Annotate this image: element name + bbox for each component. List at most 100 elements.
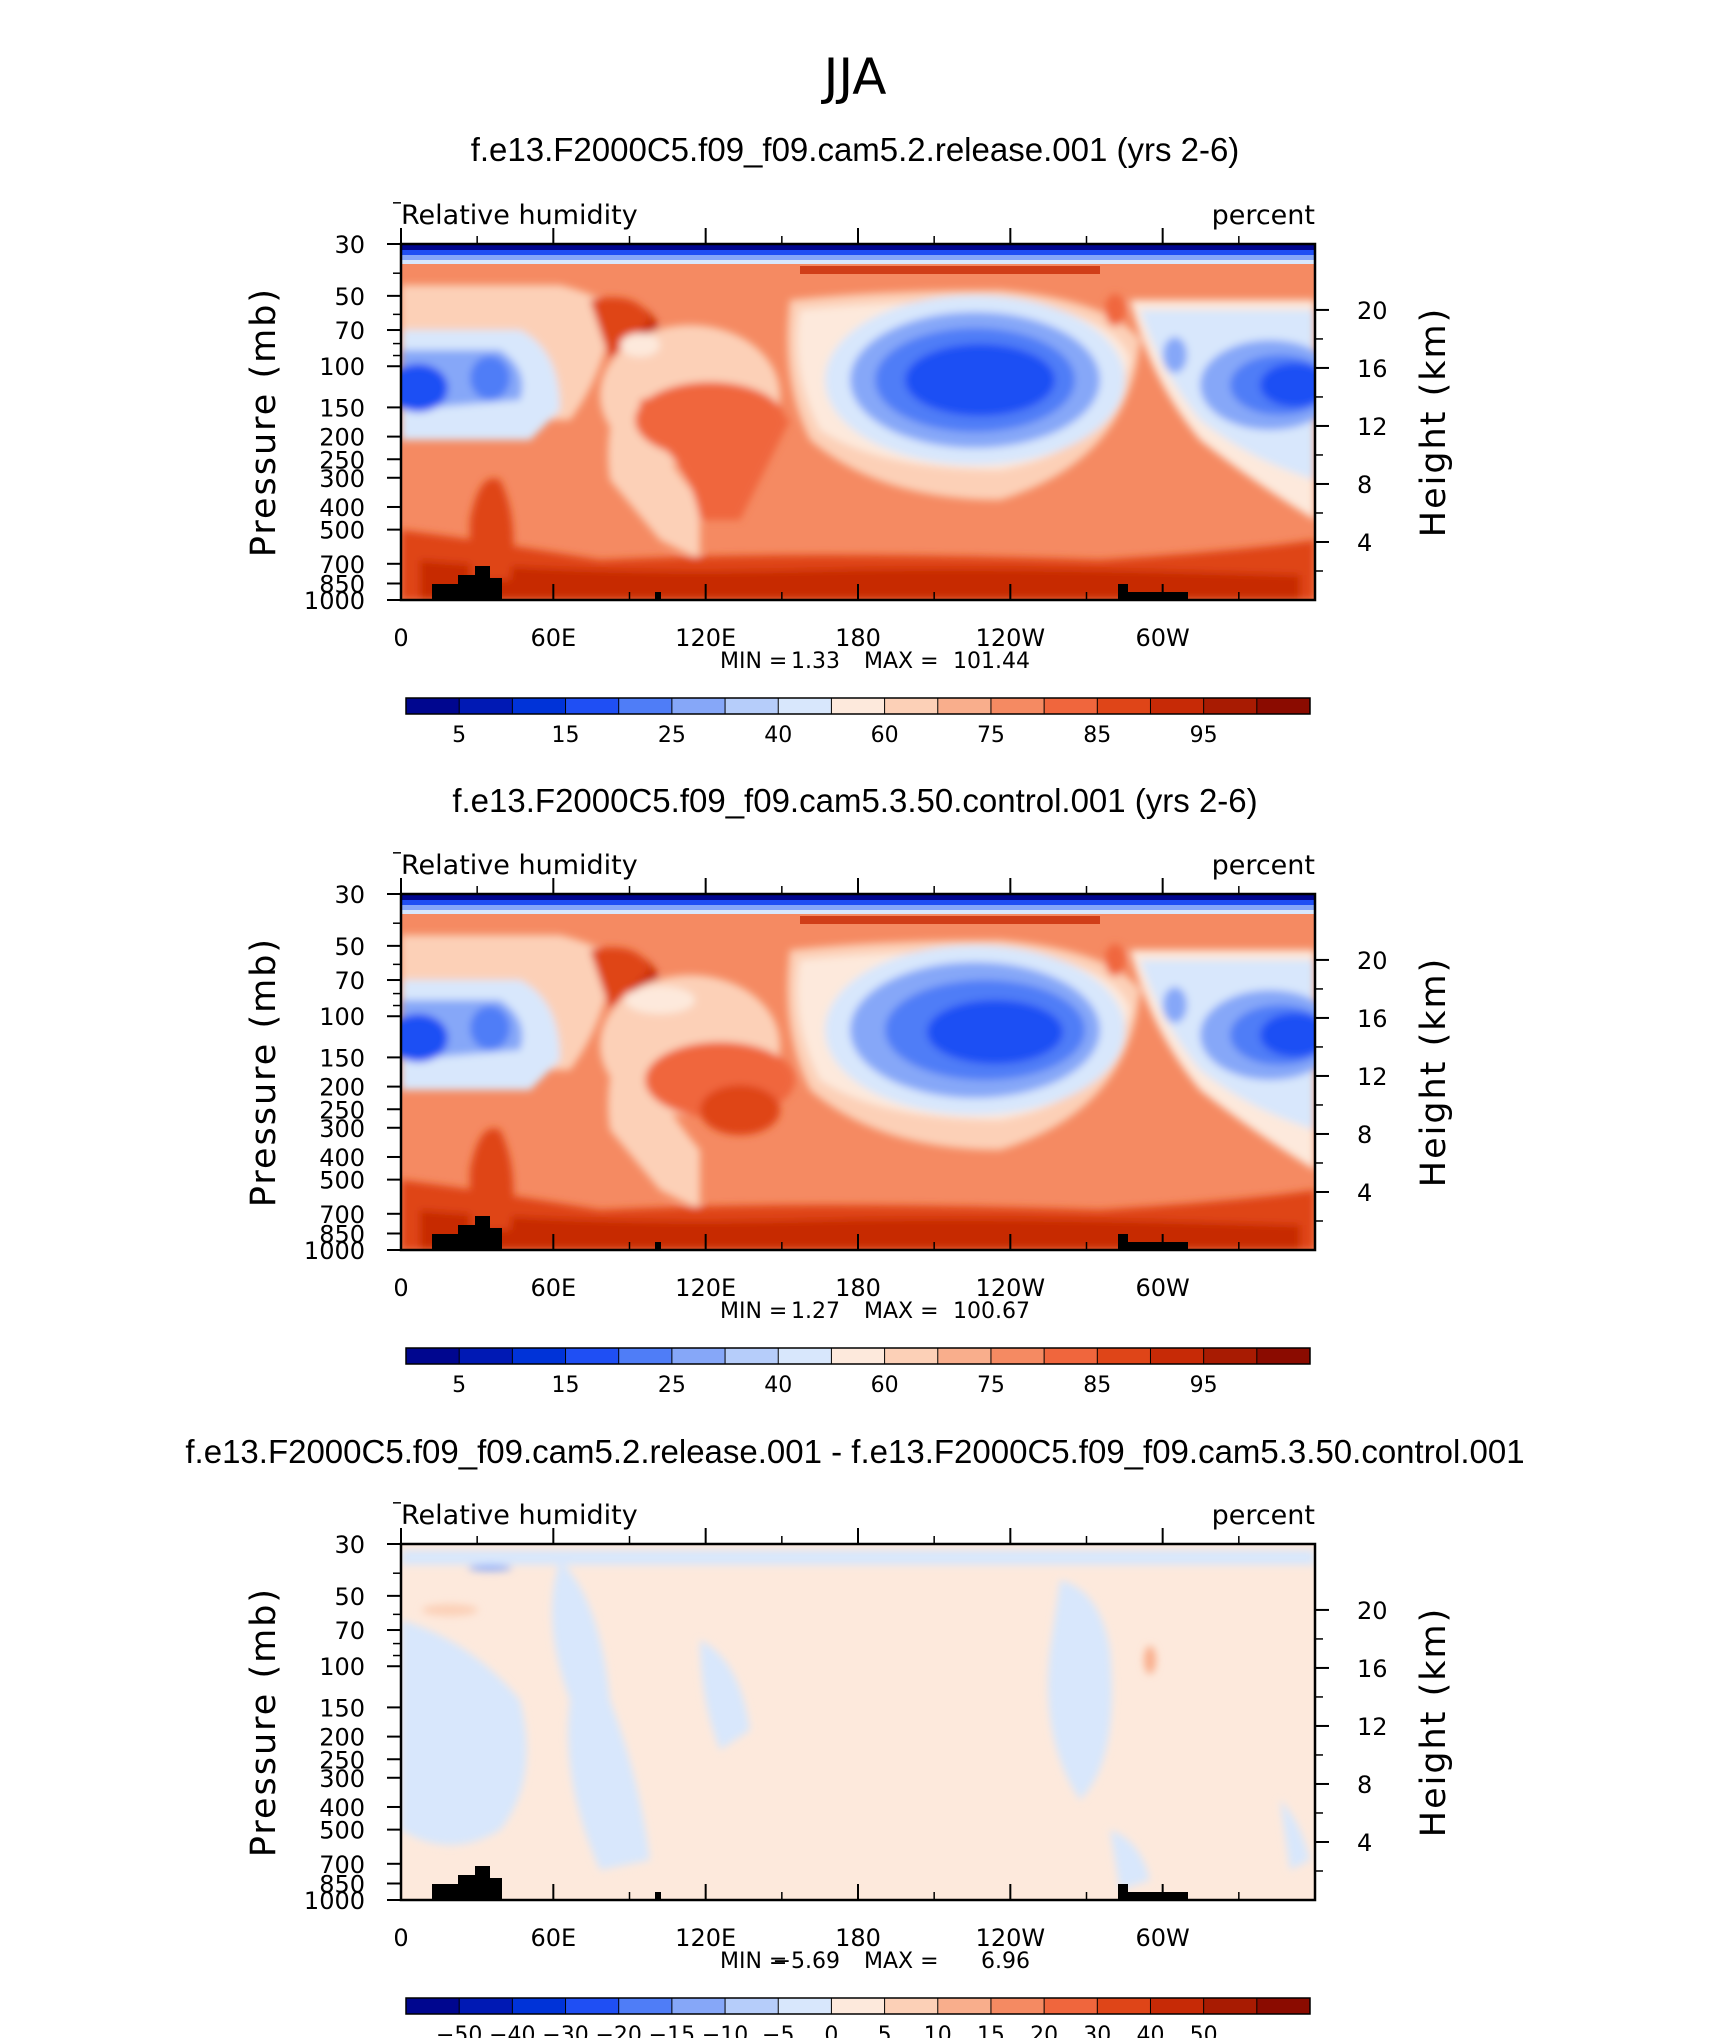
contour-field-2 <box>401 894 1315 1250</box>
longitude-tick-label: 180 <box>835 624 881 652</box>
colorbar-swatch <box>1203 1998 1258 2014</box>
colorbar-swatch <box>671 1998 726 2014</box>
units-label: percent <box>1212 850 1315 881</box>
min-label: MIN = <box>720 1949 787 1974</box>
height-tick-label: 12 <box>1357 413 1388 441</box>
colorbar-label: 85 <box>1083 1373 1111 1398</box>
colorbar-label: 0 <box>824 2023 838 2038</box>
pressure-tick-label: 300 <box>319 465 365 493</box>
colorbar-swatch <box>565 1998 620 2014</box>
colorbar-label: −20 <box>595 2023 641 2038</box>
height-tick-label: 16 <box>1357 1005 1388 1033</box>
colorbar-swatch <box>618 1348 673 1364</box>
max-value: 100.67 <box>953 1299 1030 1324</box>
colorbar-swatch <box>512 1998 567 2014</box>
colorbar-swatch <box>671 1348 726 1364</box>
panel-title-1: f.e13.F2000C5.f09_f09.cam5.2.release.001… <box>470 131 1240 168</box>
colorbar-swatch <box>1150 1998 1205 2014</box>
colorbar-swatch <box>1203 698 1258 714</box>
colorbar-swatch <box>725 1998 779 2014</box>
colorbar-label: 15 <box>977 2023 1005 2038</box>
colorbar-swatch <box>1150 1348 1205 1364</box>
pressure-tick-label: 100 <box>319 1653 365 1681</box>
pressure-tick-label: 700 <box>319 1201 365 1229</box>
min-value: 1.27 <box>791 1299 840 1324</box>
colorbar-swatch <box>512 1348 567 1364</box>
height-tick-label: 20 <box>1357 297 1388 325</box>
pressure-tick-label: 500 <box>319 517 365 545</box>
min-label: MIN = <box>720 649 787 674</box>
contour-field-3 <box>401 1544 1315 1900</box>
pressure-tick-label: 250 <box>319 446 365 474</box>
height-tick-label: 20 <box>1357 1597 1388 1625</box>
height-tick-label: 16 <box>1357 1655 1388 1683</box>
pressure-tick-label: 150 <box>319 1694 365 1722</box>
colorbar-swatch <box>459 698 513 714</box>
colorbar-swatch <box>831 698 886 714</box>
max-label: MAX = <box>864 649 939 674</box>
longitude-tick-label: 0 <box>393 1274 408 1302</box>
min-value: 1.33 <box>791 649 840 674</box>
pressure-tick-label: 70 <box>334 967 365 995</box>
pressure-tick-label: 700 <box>319 551 365 579</box>
height-axis-title: Height (km) <box>1414 957 1454 1188</box>
colorbar-swatch <box>937 1998 992 2014</box>
pressure-tick-label: 150 <box>319 394 365 422</box>
pressure-tick-label: 1000 <box>304 1887 365 1915</box>
longitude-tick-label: 120W <box>976 1274 1046 1302</box>
pressure-tick-label: 200 <box>319 1724 365 1752</box>
pressure-tick-label: 30 <box>334 1531 365 1559</box>
colorbar-label: −10 <box>702 2023 748 2038</box>
contour-field-1 <box>401 244 1315 600</box>
max-label: MAX = <box>864 1949 939 1974</box>
pressure-tick-label: 70 <box>334 317 365 345</box>
colorbar-swatch <box>831 1998 886 2014</box>
pressure-tick-label: 300 <box>319 1115 365 1143</box>
colorbar-swatch <box>618 698 673 714</box>
height-tick-label: 20 <box>1357 947 1388 975</box>
longitude-tick-label: 120E <box>675 1274 736 1302</box>
colorbar-label: 60 <box>871 723 899 748</box>
units-label: percent <box>1212 200 1315 231</box>
colorbar-swatch <box>990 1998 1045 2014</box>
colorbar-swatch <box>725 1348 779 1364</box>
colorbar-label: 95 <box>1190 1373 1218 1398</box>
pressure-tick-label: 850 <box>319 571 365 599</box>
units-label: percent <box>1212 1500 1315 1531</box>
colorbar-swatch <box>937 698 992 714</box>
max-label: MAX = <box>864 1299 939 1324</box>
longitude-tick-label: 120E <box>675 1924 736 1952</box>
pressure-tick-label: 100 <box>319 1003 365 1031</box>
longitude-tick-label: 60E <box>530 624 576 652</box>
pressure-tick-label: 200 <box>319 424 365 452</box>
colorbar-swatch <box>459 1348 513 1364</box>
height-tick-label: 12 <box>1357 1713 1388 1741</box>
max-value: 6.96 <box>981 1949 1030 1974</box>
height-tick-label: 4 <box>1357 529 1372 557</box>
colorbar-swatch <box>1256 698 1311 714</box>
height-tick-label: 16 <box>1357 355 1388 383</box>
pressure-tick-label: 1000 <box>304 587 365 615</box>
colorbar-swatch <box>831 1348 886 1364</box>
colorbar-label: 15 <box>552 1373 580 1398</box>
pressure-tick-label: 1000 <box>304 1237 365 1265</box>
colorbar-label: −30 <box>542 2023 588 2038</box>
panel-title-2: f.e13.F2000C5.f09_f09.cam5.3.50.control.… <box>452 782 1258 819</box>
pressure-tick-label: 500 <box>319 1817 365 1845</box>
colorbar-label: 30 <box>1083 2023 1111 2038</box>
colorbar-swatch <box>406 1998 460 2014</box>
variable-label: Relative humidity <box>401 850 638 881</box>
colorbar-swatch <box>1097 1348 1151 1364</box>
colorbar-frame <box>405 1347 1311 1365</box>
pressure-tick-label: 100 <box>319 353 365 381</box>
colorbar-swatch <box>565 1348 620 1364</box>
height-tick-label: 4 <box>1357 1829 1372 1857</box>
longitude-tick-label: 60W <box>1136 624 1190 652</box>
min-value: −5.69 <box>773 1949 840 1974</box>
pressure-tick-label: 300 <box>319 1765 365 1793</box>
longitude-tick-label: 120W <box>976 624 1046 652</box>
pressure-axis-title: Pressure (mb) <box>244 287 284 557</box>
colorbar-label: 5 <box>878 2023 892 2038</box>
colorbar-swatch <box>1256 1348 1311 1364</box>
pressure-tick-label: 200 <box>319 1074 365 1102</box>
